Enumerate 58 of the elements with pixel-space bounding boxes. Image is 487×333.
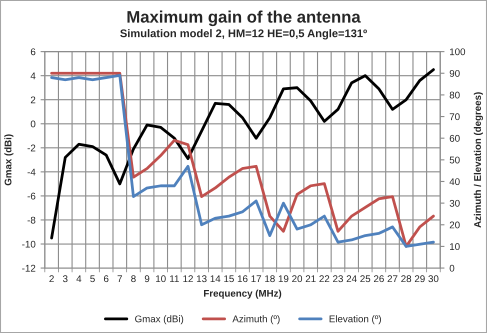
x-tick-label: 19 xyxy=(278,275,288,282)
y-tick-label: -10 xyxy=(22,240,36,248)
x-tick-label: 10 xyxy=(156,275,166,282)
x-tick-label: 20 xyxy=(292,275,302,282)
x-tick-label: 28 xyxy=(401,275,412,282)
y-tick-label: -2 xyxy=(28,144,36,152)
x-tick-label: 3 xyxy=(62,275,68,282)
legend-label: Azimuth (º) xyxy=(232,315,280,324)
y2-tick-label: 70 xyxy=(450,113,460,120)
x-axis-title: Frequency (MHz) xyxy=(204,290,282,299)
x-tick-label: 2 xyxy=(49,275,54,282)
x-tick-label: 9 xyxy=(144,275,150,282)
chart-title: Maximum gain of the antenna xyxy=(127,10,361,26)
x-tick-label: 15 xyxy=(224,275,234,282)
x-tick-label: 14 xyxy=(210,275,220,282)
y-tick-label: 2 xyxy=(30,96,36,104)
y-axis-title: Gmax (dBi) xyxy=(4,134,14,186)
y2-tick-label: 90 xyxy=(450,70,460,77)
y2-tick-label: 0 xyxy=(450,264,454,272)
y2-tick-label: 100 xyxy=(450,48,466,56)
chart-subtitle: Simulation model 2, HM=12 HE=0,5 Angle=131º xyxy=(120,29,367,40)
y2-tick-label: 10 xyxy=(450,243,460,250)
x-tick-label: 29 xyxy=(414,275,425,282)
y-tick-label: -12 xyxy=(22,264,36,272)
y2-tick-label: 50 xyxy=(450,156,460,164)
x-tick-label: 11 xyxy=(170,275,179,282)
x-tick-label: 12 xyxy=(183,275,193,282)
legend-label: Elevation (º) xyxy=(330,315,381,324)
x-tick-label: 7 xyxy=(118,275,122,282)
y-tick-label: -6 xyxy=(28,192,36,200)
x-tick-label: 21 xyxy=(306,275,316,282)
y2-tick-label: 80 xyxy=(450,92,460,99)
x-tick-label: 5 xyxy=(90,275,95,282)
y2-tick-label: 20 xyxy=(450,222,460,228)
x-tick-label: 6 xyxy=(104,275,108,282)
x-tick-label: 30 xyxy=(428,275,438,282)
x-tick-label: 23 xyxy=(333,275,343,282)
y-tick-label: -8 xyxy=(28,216,36,224)
x-tick-label: 18 xyxy=(265,275,275,282)
y2-axis-title: Azimuth / Elevation (degrees) xyxy=(474,92,483,228)
y-tick-label: -4 xyxy=(28,168,36,176)
x-tick-label: 8 xyxy=(131,275,136,282)
x-tick-label: 25 xyxy=(360,275,370,282)
y-tick-label: 6 xyxy=(30,48,36,56)
y2-tick-label: 30 xyxy=(450,200,460,207)
x-tick-label: 16 xyxy=(238,275,248,282)
y2-tick-label: 60 xyxy=(450,134,460,142)
y-tick-label: 0 xyxy=(30,120,36,128)
x-tick-label: 26 xyxy=(374,275,384,282)
y-tick-label: 4 xyxy=(30,72,36,80)
x-tick-label: 4 xyxy=(76,275,82,282)
x-tick-label: 24 xyxy=(346,275,357,282)
y2-tick-label: 40 xyxy=(450,178,460,186)
x-tick-label: 22 xyxy=(319,275,330,282)
legend-label: Gmax (dBi) xyxy=(135,315,184,324)
x-tick-label: 27 xyxy=(388,275,398,282)
x-tick-label: 17 xyxy=(251,275,262,282)
x-tick-label: 13 xyxy=(196,275,207,282)
